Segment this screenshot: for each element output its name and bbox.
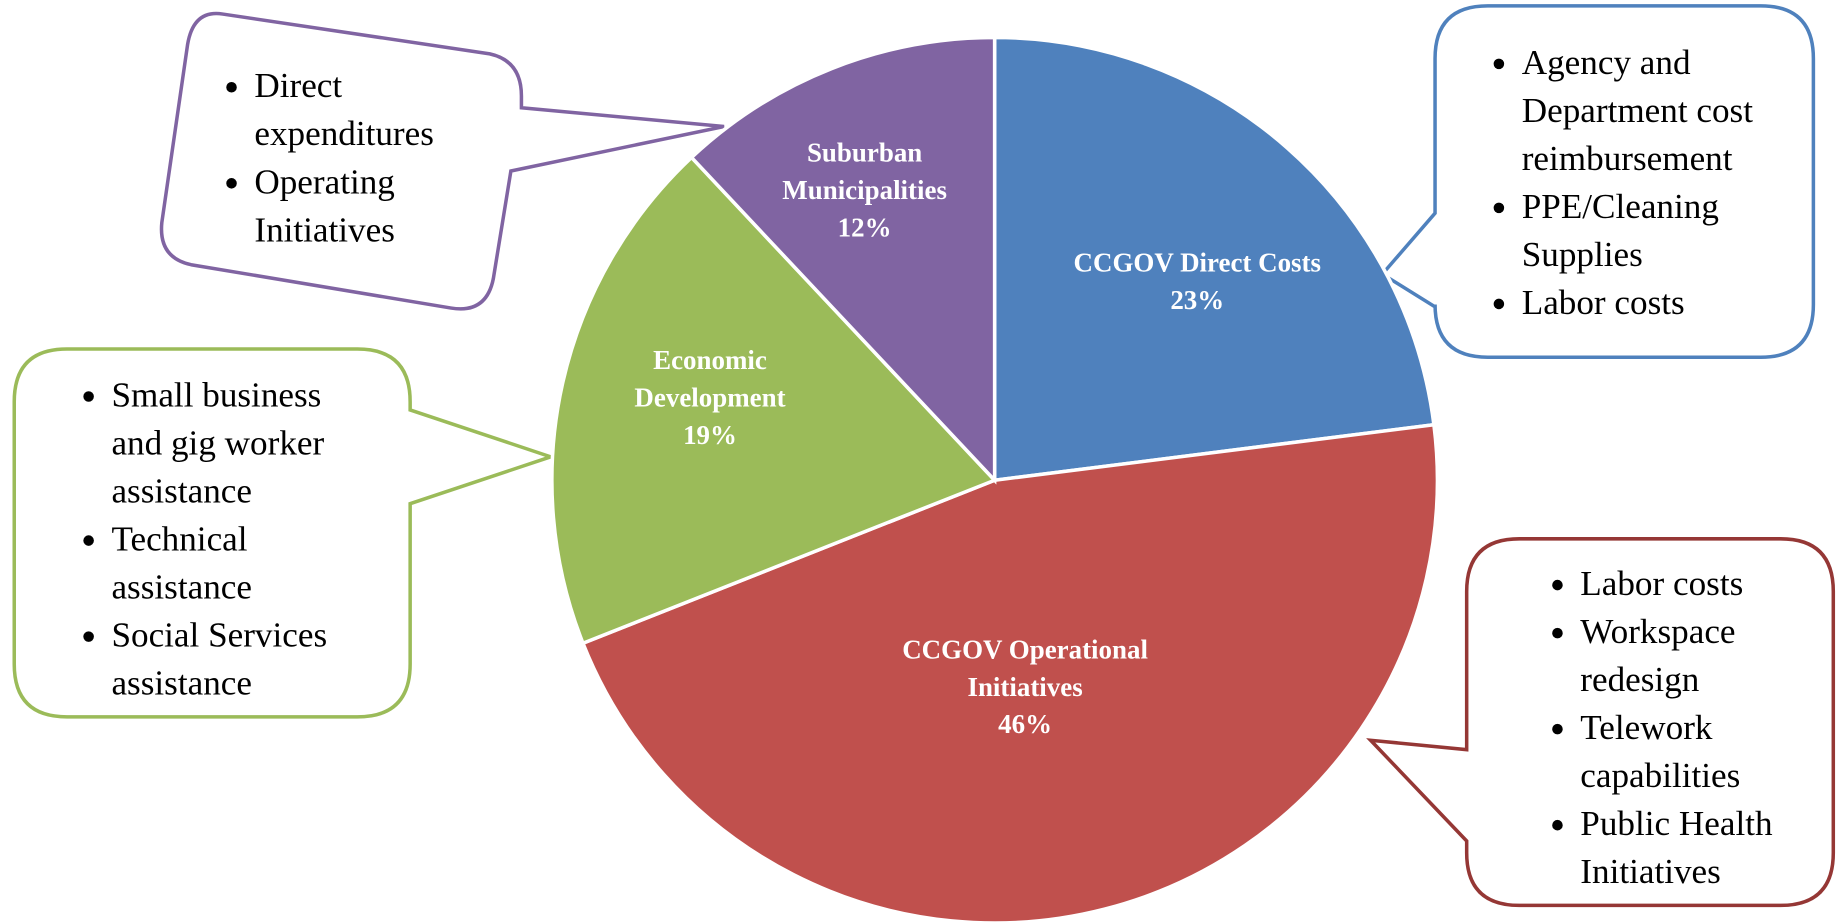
pie-slice: [580, 422, 1440, 923]
callout: Agency and Department cost reimbursement…: [1467, 39, 1818, 327]
callout-text: Agency and Department cost reimbursement…: [1467, 39, 1818, 390]
slice-label-box: Economic Development 19%: [593, 328, 827, 469]
value-label: 23%: [1170, 285, 1225, 316]
callout-green: [12, 347, 557, 719]
slice-label: CCGOV Operational Initiatives 46%: [849, 617, 1200, 758]
callout-text: Labor costsWorkspace redesignTelework ca…: [1525, 560, 1794, 911]
callout-purple: [159, 11, 725, 311]
bullet-item: Small business and gig worker assistance: [111, 371, 372, 515]
bullet-item: Social Services assistance: [111, 611, 372, 707]
bullet-item: Public Health Initiatives: [1580, 800, 1794, 896]
bullet-item: Direct expenditures: [254, 62, 480, 158]
callout-text: Direct expendituresOperating Initiatives: [199, 62, 480, 413]
value-label: 19%: [683, 420, 737, 450]
bullet-item: Operating Initiatives: [254, 158, 480, 254]
category-label: Suburban Municipalities: [782, 138, 947, 205]
bullet-item: Telework capabilities: [1580, 704, 1794, 800]
value-label: 46%: [998, 709, 1053, 740]
category-label: CCGOV Direct Costs: [1073, 248, 1321, 278]
slice-label: Economic Development 19%: [593, 328, 827, 469]
pie-slice: [689, 35, 997, 485]
slice-label-box: CCGOV Operational Initiatives 46%: [849, 617, 1200, 758]
pie: [550, 35, 1440, 923]
callout: Labor costsWorkspace redesignTelework ca…: [1525, 560, 1794, 896]
slice-label-box: Suburban Municipalities 12%: [747, 121, 981, 262]
bullet-item: Agency and Department cost reimbursement: [1522, 39, 1818, 183]
category-label: Economic Development: [634, 345, 786, 413]
bullet-item: Technical assistance: [111, 515, 372, 611]
bullet-item: PPE/Cleaning Supplies: [1522, 183, 1818, 279]
bullet-item: Workspace redesign: [1580, 608, 1794, 704]
slice-label: Suburban Municipalities 12%: [747, 121, 981, 262]
callout-blue: [1379, 4, 1816, 360]
callout: Direct expendituresOperating Initiatives: [199, 62, 480, 254]
bullet-list: Agency and Department cost reimbursement…: [1467, 39, 1818, 327]
pie-slice: [550, 154, 998, 646]
bullet-item: Labor costs: [1580, 560, 1794, 608]
slice-label: CCGOV Direct Costs 23%: [1033, 212, 1361, 353]
callout: Small business and gig worker assistance…: [56, 371, 372, 707]
callout-text: Small business and gig worker assistance…: [56, 371, 372, 722]
bullet-list: Direct expendituresOperating Initiatives: [199, 62, 480, 254]
category-label: CCGOV Operational Initiatives: [902, 634, 1148, 702]
bullet-list: Labor costsWorkspace redesignTelework ca…: [1525, 560, 1794, 896]
value-label: 12%: [837, 213, 892, 243]
bullet-item: Labor costs: [1522, 279, 1818, 327]
bullet-list: Small business and gig worker assistance…: [56, 371, 372, 707]
pie-slice: [992, 35, 1436, 483]
callout-red: [1366, 537, 1836, 908]
slice-label-box: CCGOV Direct Costs 23%: [1033, 212, 1361, 353]
